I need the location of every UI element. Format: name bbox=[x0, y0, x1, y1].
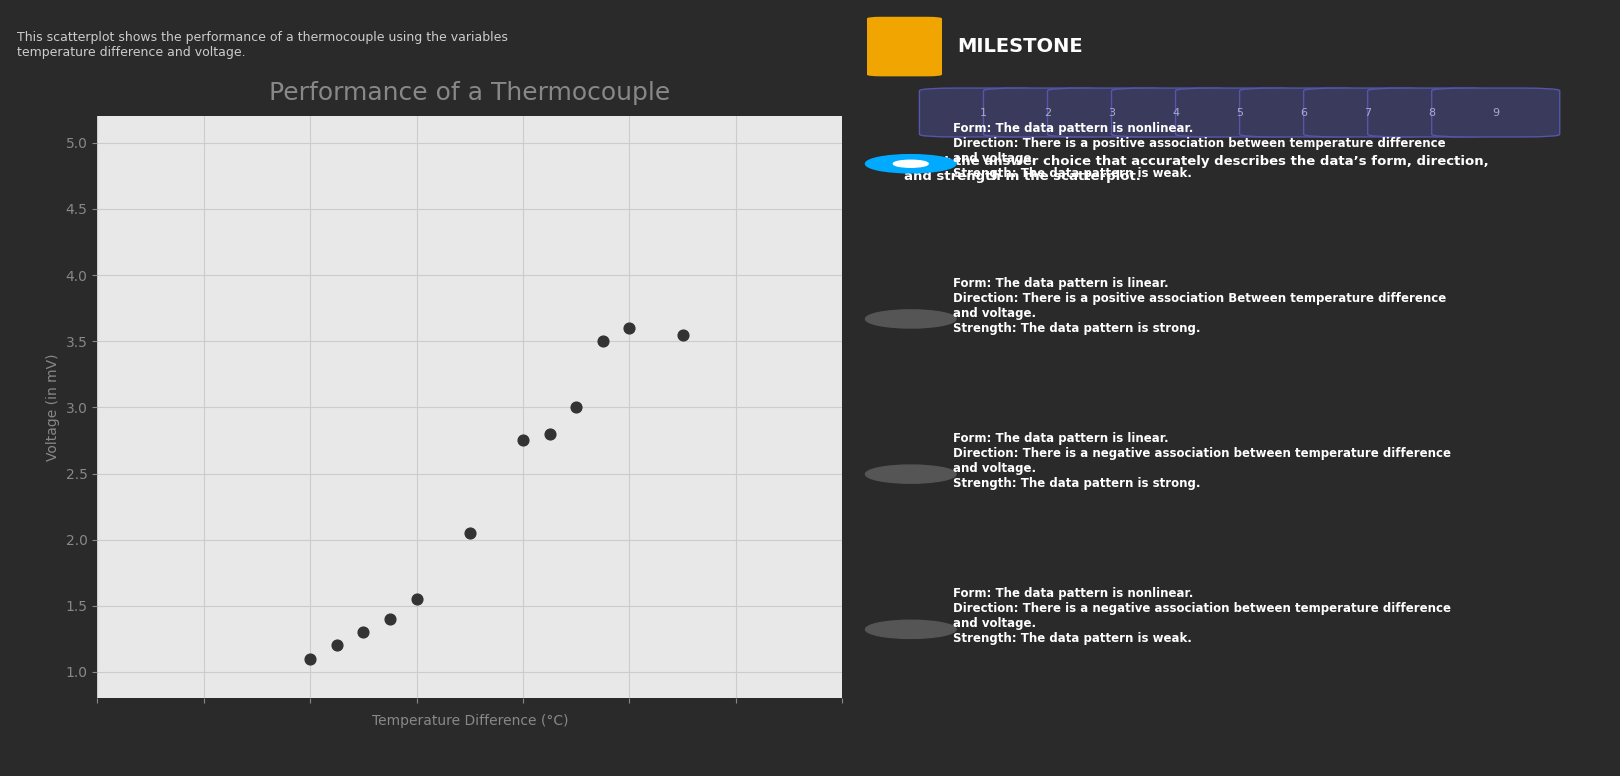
Circle shape bbox=[865, 154, 956, 173]
Point bbox=[510, 435, 536, 447]
FancyBboxPatch shape bbox=[1111, 88, 1239, 137]
FancyBboxPatch shape bbox=[867, 17, 943, 76]
Text: Form: The data pattern is linear.
Direction: There is a negative association bet: Form: The data pattern is linear. Direct… bbox=[953, 432, 1450, 490]
Text: Form: The data pattern is nonlinear.
Direction: There is a positive association : Form: The data pattern is nonlinear. Dir… bbox=[953, 122, 1445, 180]
Point bbox=[296, 653, 322, 665]
FancyBboxPatch shape bbox=[1176, 88, 1304, 137]
Point bbox=[669, 328, 695, 341]
Point bbox=[617, 322, 643, 334]
Text: Select the answer choice that accurately describes the data’s form, direction,
a: Select the answer choice that accurately… bbox=[904, 155, 1489, 183]
Circle shape bbox=[893, 161, 928, 168]
Text: 7: 7 bbox=[1364, 108, 1371, 117]
X-axis label: Temperature Difference (°C): Temperature Difference (°C) bbox=[371, 714, 569, 728]
Circle shape bbox=[865, 465, 956, 483]
FancyBboxPatch shape bbox=[1048, 88, 1176, 137]
Title: Performance of a Thermocouple: Performance of a Thermocouple bbox=[269, 81, 671, 105]
Text: 9: 9 bbox=[1492, 108, 1498, 117]
Text: 1: 1 bbox=[980, 108, 987, 117]
Text: 5: 5 bbox=[1236, 108, 1243, 117]
Text: 2: 2 bbox=[1043, 108, 1051, 117]
FancyBboxPatch shape bbox=[920, 88, 1048, 137]
Circle shape bbox=[865, 620, 956, 639]
Text: MILESTONE: MILESTONE bbox=[957, 37, 1082, 56]
Point bbox=[350, 626, 376, 639]
Point bbox=[564, 401, 590, 414]
Circle shape bbox=[865, 310, 956, 328]
FancyBboxPatch shape bbox=[1304, 88, 1432, 137]
FancyBboxPatch shape bbox=[1239, 88, 1367, 137]
Point bbox=[403, 593, 429, 605]
Point bbox=[536, 428, 562, 440]
Point bbox=[590, 335, 616, 348]
Point bbox=[324, 639, 350, 652]
FancyBboxPatch shape bbox=[1367, 88, 1495, 137]
Text: 6: 6 bbox=[1301, 108, 1307, 117]
Text: 3: 3 bbox=[1108, 108, 1115, 117]
Point bbox=[457, 527, 483, 539]
Text: Form: The data pattern is nonlinear.
Direction: There is a negative association : Form: The data pattern is nonlinear. Dir… bbox=[953, 587, 1450, 646]
Text: 4: 4 bbox=[1171, 108, 1179, 117]
Text: This scatterplot shows the performance of a thermocouple using the variables
tem: This scatterplot shows the performance o… bbox=[18, 31, 509, 60]
FancyBboxPatch shape bbox=[1432, 88, 1560, 137]
Y-axis label: Voltage (in mV): Voltage (in mV) bbox=[45, 354, 60, 461]
Point bbox=[377, 613, 403, 625]
Text: 8: 8 bbox=[1429, 108, 1435, 117]
FancyBboxPatch shape bbox=[983, 88, 1111, 137]
Text: Form: The data pattern is linear.
Direction: There is a positive association Bet: Form: The data pattern is linear. Direct… bbox=[953, 277, 1445, 335]
